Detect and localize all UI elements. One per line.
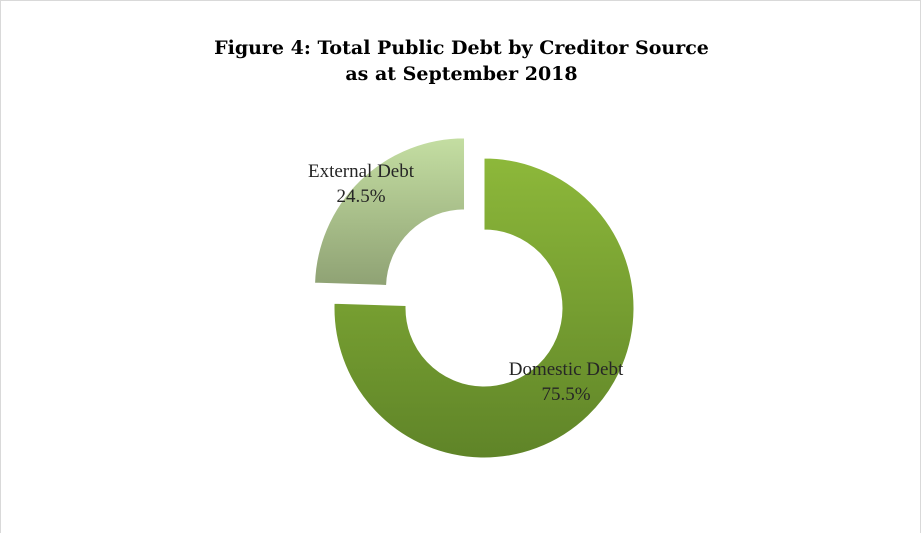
label-domestic-debt: Domestic Debt 75.5% (509, 359, 624, 405)
slice-label-value: 24.5% (336, 186, 385, 207)
labels-layer: Domestic Debt 75.5% External Debt 24.5% (308, 161, 624, 405)
slice-label-value: 75.5% (541, 384, 590, 405)
slices-layer (314, 137, 635, 459)
chart-subtitle: as at September 2018 (345, 63, 578, 85)
slice-label-name: Domestic Debt (509, 359, 624, 380)
label-external-debt: External Debt 24.5% (308, 161, 415, 207)
slice-external-debt (314, 137, 466, 286)
slice-label-name: External Debt (308, 161, 415, 182)
slice-domestic-debt (333, 157, 635, 459)
chart-title: Figure 4: Total Public Debt by Creditor … (1, 35, 921, 87)
chart-title-line-1: Figure 4: Total Public Debt by Creditor … (214, 37, 709, 59)
